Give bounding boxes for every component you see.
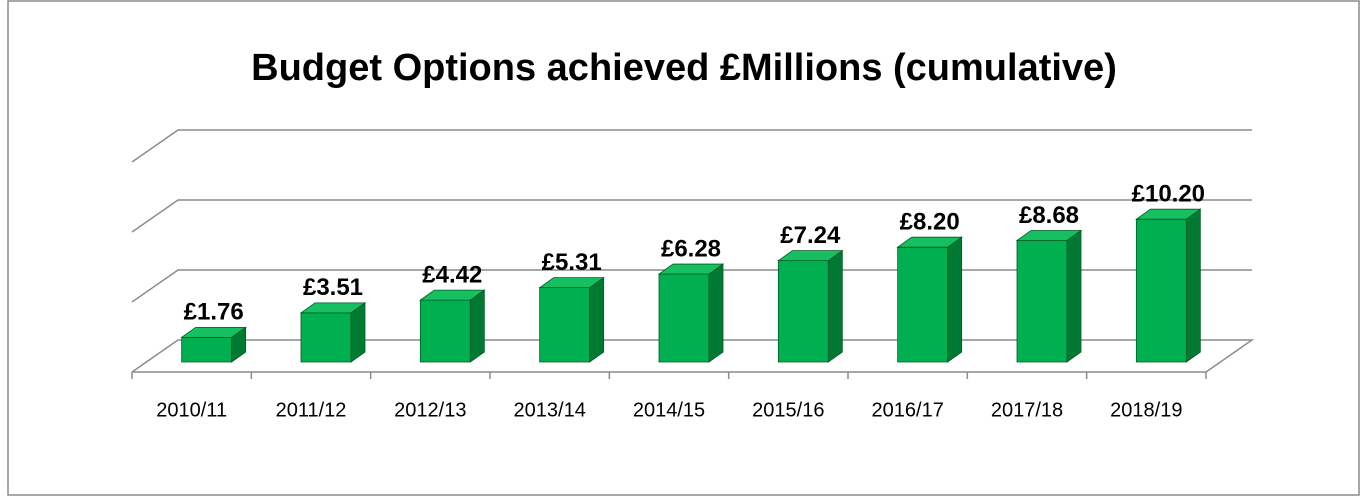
grid-line: [131, 199, 1252, 233]
x-tick-label: 2010/11: [156, 399, 227, 421]
bar-front: [419, 299, 471, 363]
bar: [1135, 208, 1202, 363]
data-label: £10.20: [1132, 181, 1205, 208]
grid-line: [131, 129, 1252, 163]
bar-side: [947, 236, 963, 363]
x-tick-label: 2016/17: [872, 399, 944, 421]
data-label: £4.42: [422, 261, 482, 288]
bar-front: [181, 336, 233, 363]
bar-side: [589, 276, 605, 363]
bar-top: [180, 326, 247, 338]
bar-side: [1185, 208, 1201, 363]
x-tick-label: 2017/18: [991, 399, 1063, 421]
grid-line: [131, 269, 1252, 303]
bar: [657, 263, 725, 363]
data-label: £7.24: [780, 222, 841, 249]
bar: [777, 249, 844, 363]
bar-front: [539, 287, 591, 363]
bar-top: [538, 277, 605, 289]
x-tick-label: 2013/14: [514, 399, 586, 421]
bar-side: [469, 289, 485, 363]
bar: [896, 236, 963, 363]
x-tick-label: 2014/15: [633, 399, 705, 421]
bar-top: [777, 250, 844, 262]
bar-top: [419, 289, 486, 301]
bar-side: [708, 263, 724, 363]
bar-top: [1015, 230, 1083, 241]
bar: [180, 326, 247, 363]
bar-side: [1066, 229, 1082, 363]
bar: [299, 302, 367, 363]
data-label: £8.20: [900, 209, 960, 236]
chart-title: Budget Options achieved £Millions (cumul…: [251, 47, 1117, 89]
bar-top: [299, 302, 367, 314]
x-tick-label: 2011/12: [276, 399, 347, 421]
bar: [1015, 229, 1083, 363]
x-tick-label: 2015/16: [752, 399, 824, 421]
bar-front: [1135, 218, 1187, 363]
bar-front: [658, 273, 710, 363]
chart-border: [7, 0, 1360, 496]
x-tick-label: 2012/13: [394, 399, 466, 421]
bar-front: [897, 246, 949, 363]
bar-side: [827, 249, 843, 363]
bar: [419, 289, 486, 363]
bar-top: [657, 263, 725, 275]
data-label: £5.31: [542, 249, 602, 276]
bar-front: [1016, 240, 1068, 363]
x-tick-label: 2018/19: [1110, 399, 1182, 421]
bar-front: [300, 312, 352, 363]
data-label: £3.51: [303, 274, 363, 301]
bar-top: [1135, 208, 1202, 220]
bar-top: [896, 236, 963, 248]
data-label: £1.76: [184, 299, 244, 326]
bar-front: [777, 260, 829, 363]
data-label: £6.28: [661, 235, 721, 262]
bar: [538, 276, 605, 363]
data-label: £8.68: [1019, 202, 1079, 229]
